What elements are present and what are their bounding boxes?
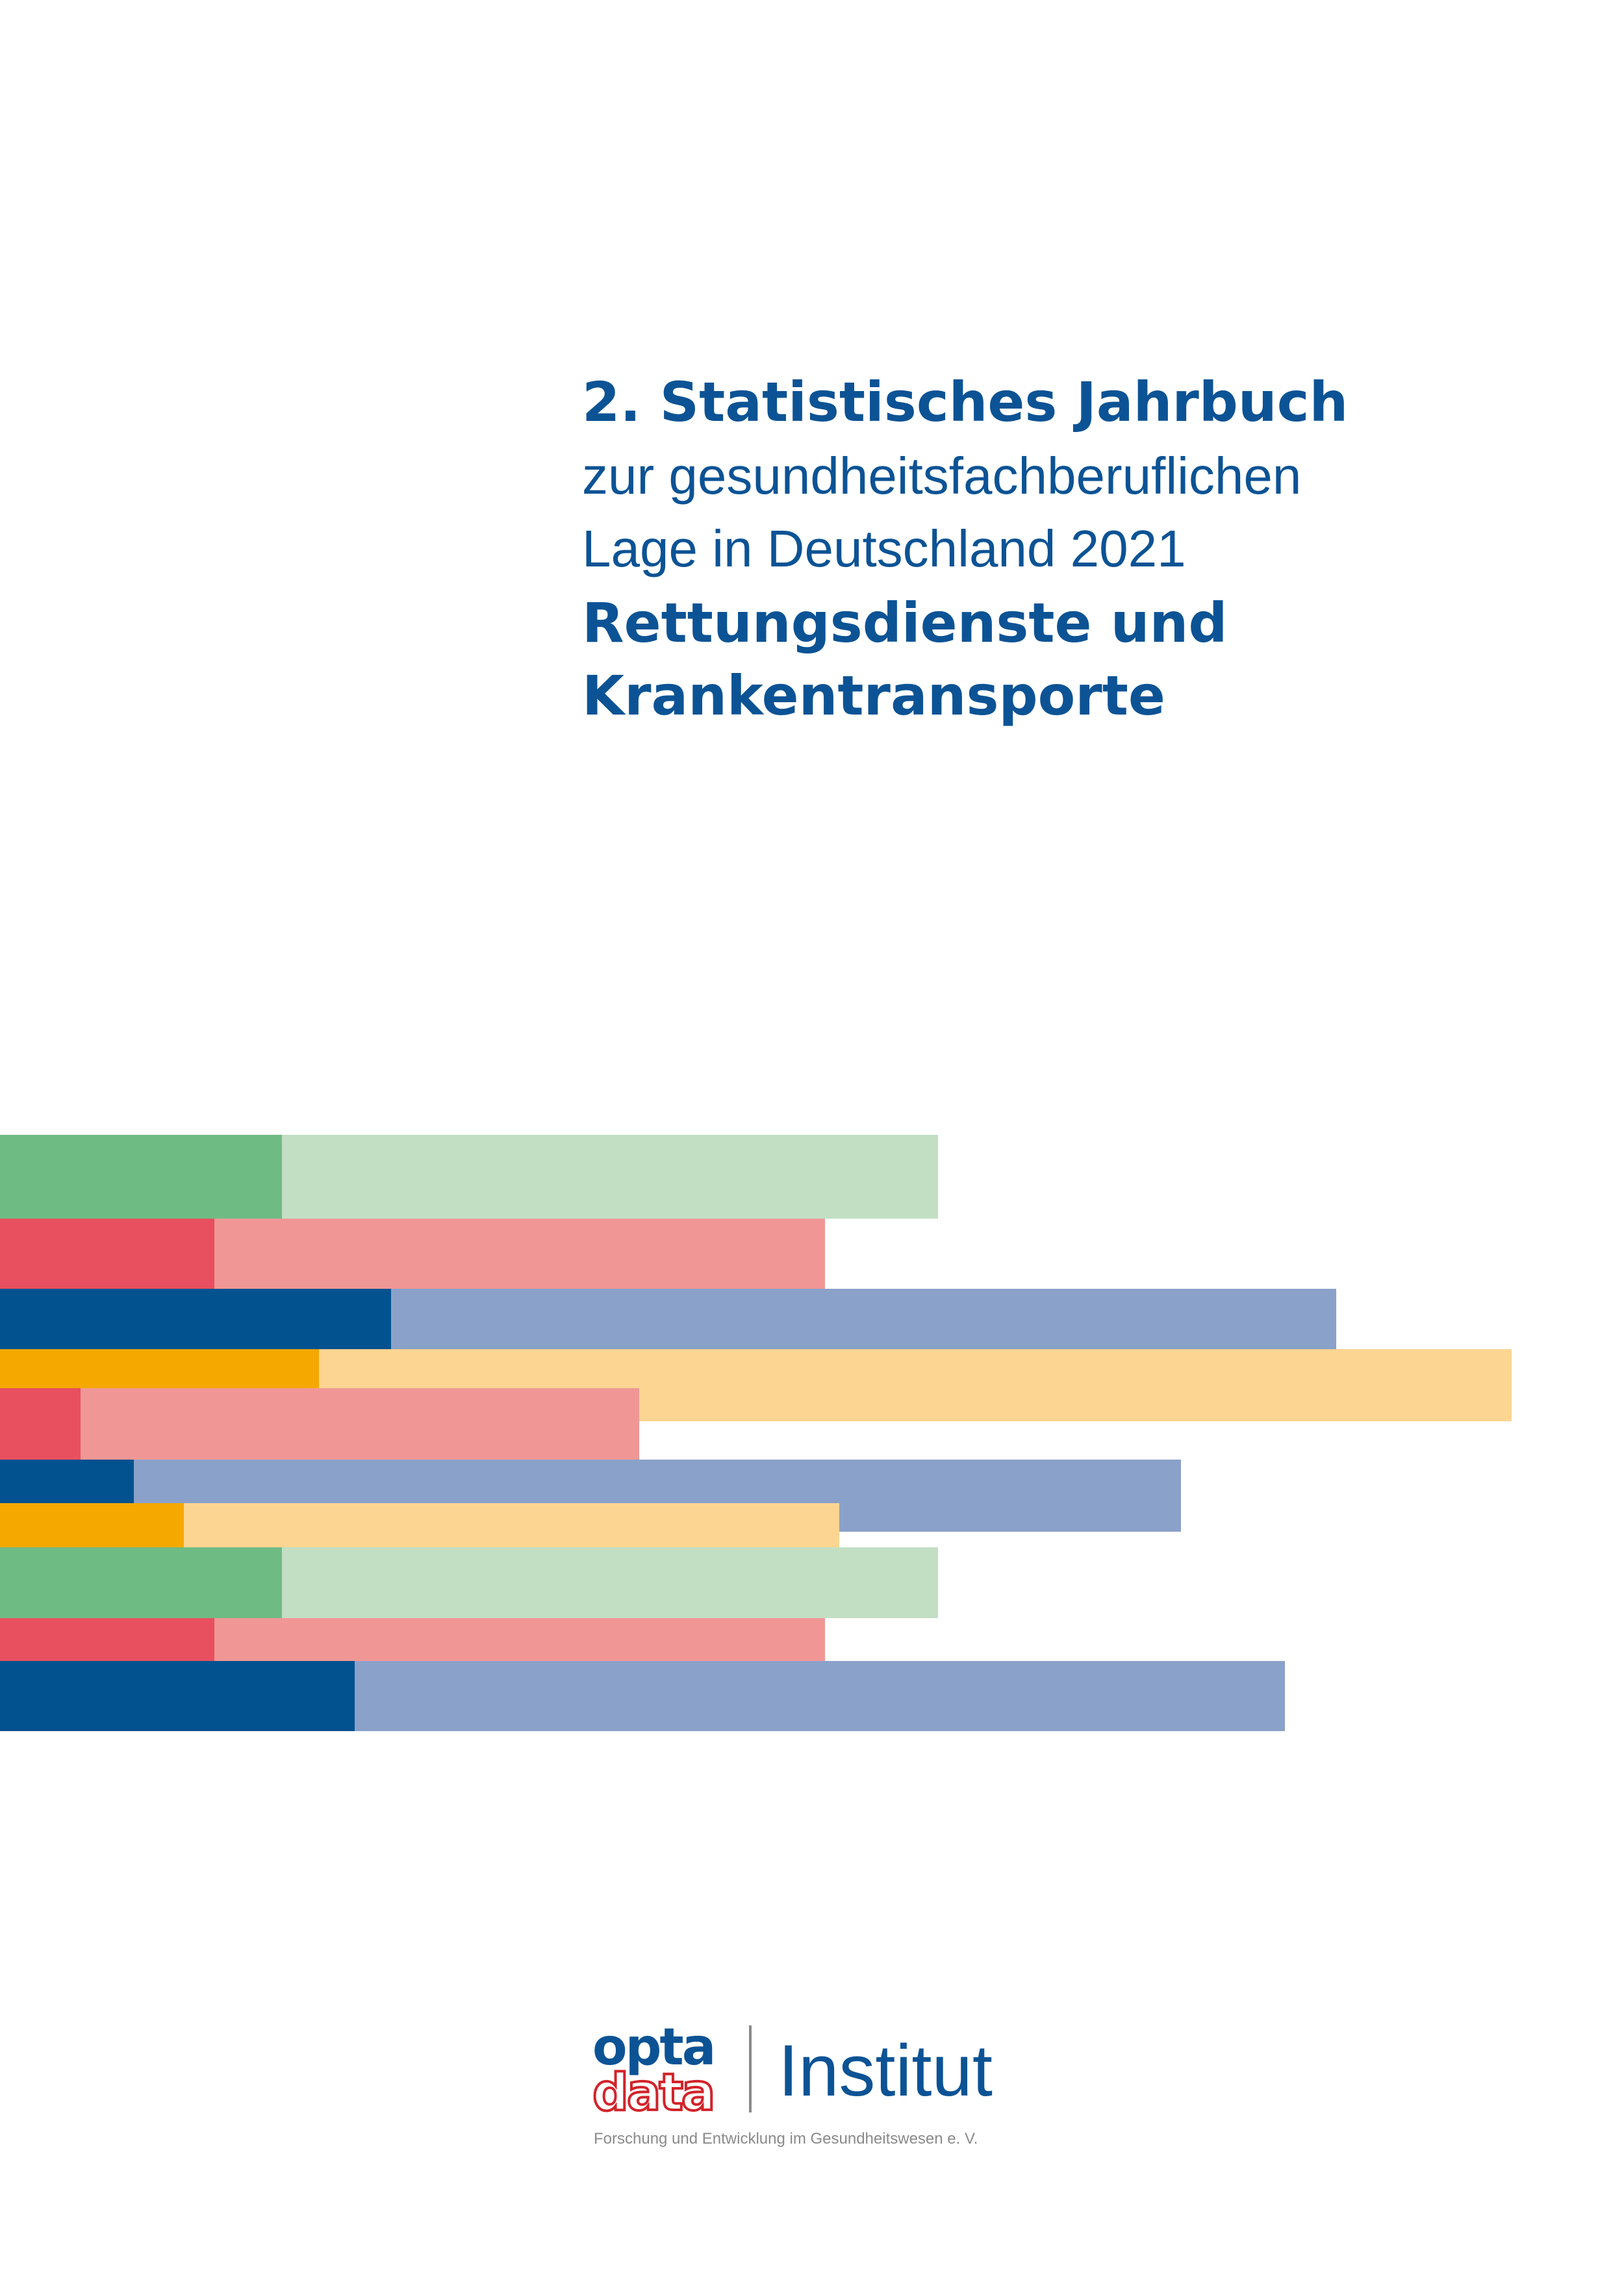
bar-dark [0,1661,355,1731]
bar-dark [0,1547,282,1618]
title-line: Rettungsdienste und [582,591,1227,655]
logo-data: data [592,2064,713,2122]
logo-opta: opta [592,2018,714,2077]
bar-dark [0,1289,391,1349]
title-line: Krankentransporte [582,664,1165,728]
bar-dark [0,1388,81,1460]
title-line: 2. Statistisches Jahrbuch [582,370,1348,434]
bar-dark [0,1135,282,1219]
logo: opta data Institut Forschung und Entwick… [591,2018,993,2148]
title-line: Lage in Deutschland 2021 [582,520,1186,577]
decorative-bars [0,1135,1512,1731]
bar-light [0,1388,639,1460]
bar-dark [0,1503,184,1547]
logo-institut: Institut [778,2030,993,2111]
bar-dark [0,1219,214,1289]
bar-dark [0,1618,214,1661]
title-line: zur gesundheitsfachberuflichen [582,447,1301,505]
tagline: Forschung und Entwicklung im Gesundheits… [594,2130,978,2148]
